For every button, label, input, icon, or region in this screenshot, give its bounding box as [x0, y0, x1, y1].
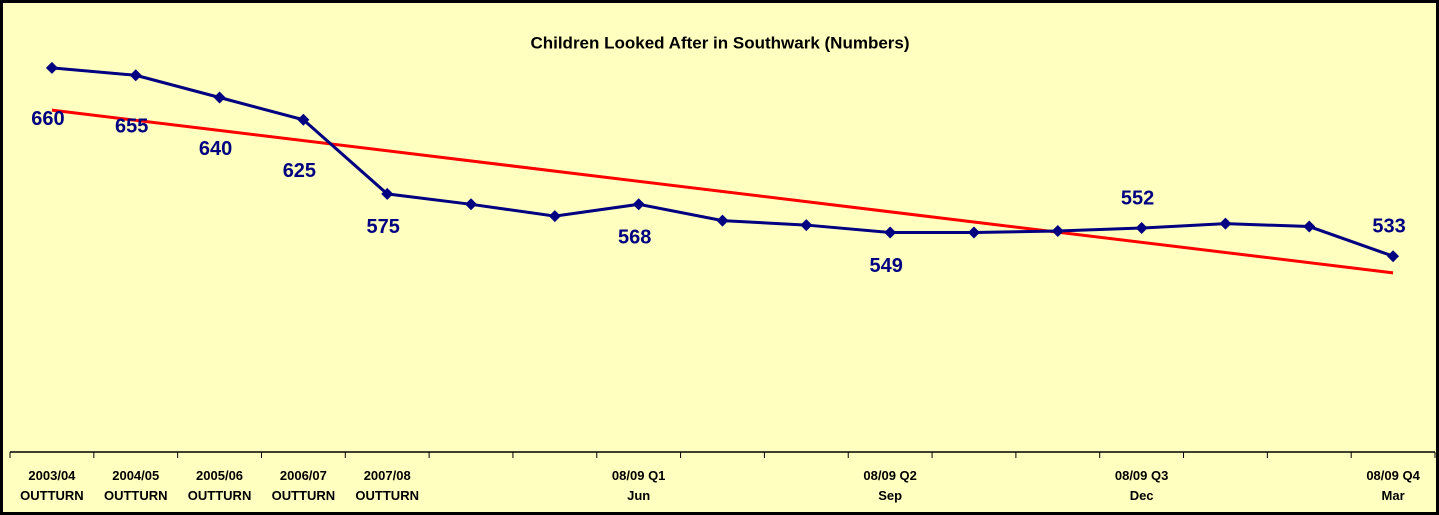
x-tick-label-line: Mar [1382, 488, 1405, 503]
x-tick-label-line: 08/09 Q2 [863, 468, 917, 483]
marker [297, 113, 310, 126]
data-label: 640 [199, 138, 232, 160]
x-tick-label: 08/09 Q3 Dec [1115, 468, 1169, 503]
marker [632, 198, 645, 211]
data-label: 625 [283, 160, 316, 182]
x-tick-label-line: Jun [627, 488, 650, 503]
data-label: 549 [869, 255, 902, 277]
data-label: 655 [115, 116, 148, 138]
x-tick-label-line: Dec [1130, 488, 1154, 503]
marker [800, 219, 813, 232]
marker [213, 91, 226, 104]
marker [716, 214, 729, 227]
marker [1387, 250, 1400, 263]
data-label: 533 [1372, 215, 1405, 237]
marker [884, 226, 897, 239]
x-tick-label-line: 2006/07 [280, 468, 327, 483]
x-tick-label: 08/09 Q4 Mar [1366, 468, 1420, 503]
x-tick-label-line: 2005/06 [196, 468, 243, 483]
x-tick-label: 08/09 Q2 Sep [863, 468, 917, 503]
marker [129, 69, 142, 82]
x-tick-label-line: 08/09 Q1 [612, 468, 666, 483]
x-tick-label: 08/09 Q1 Jun [612, 468, 666, 503]
marker [967, 226, 980, 239]
marker [465, 198, 478, 211]
x-tick-label-line: OUTTURN [20, 488, 84, 503]
data-label: 568 [618, 227, 651, 249]
x-tick-label-line: 2007/08 [364, 468, 411, 483]
data-label: 660 [31, 108, 64, 130]
marker [1219, 217, 1232, 230]
marker [1051, 225, 1064, 237]
x-tick-label-line: Sep [878, 488, 902, 503]
x-tick-label: 2007/08 OUTTURN [355, 468, 419, 503]
chart-title: Children Looked After in Southwark (Numb… [530, 33, 909, 52]
x-tick-label-line: 2004/05 [112, 468, 159, 483]
marker [1135, 222, 1148, 235]
x-tick-label-line: OUTTURN [104, 488, 168, 503]
data-label: 552 [1121, 187, 1154, 209]
marker [548, 210, 561, 223]
x-tick-label-line: 2003/04 [28, 468, 76, 483]
x-tick-label-line: OUTTURN [355, 488, 419, 503]
x-tick-label: 2006/07 OUTTURN [272, 468, 336, 503]
x-tick-label-line: 08/09 Q4 [1366, 468, 1420, 483]
marker [381, 187, 394, 200]
x-tick-label-line: OUTTURN [272, 488, 336, 503]
marker [1303, 220, 1316, 233]
marker [45, 61, 58, 74]
x-tick-label-line: OUTTURN [188, 488, 252, 503]
trendline [51, 108, 1394, 275]
x-tick-label-line: 08/09 Q3 [1115, 468, 1169, 483]
x-tick-label: 2004/05 OUTTURN [104, 468, 168, 503]
x-tick-label: 2005/06 OUTTURN [188, 468, 252, 503]
x-tick-label: 2003/04 OUTTURN [20, 468, 84, 503]
data-label: 575 [367, 216, 400, 238]
